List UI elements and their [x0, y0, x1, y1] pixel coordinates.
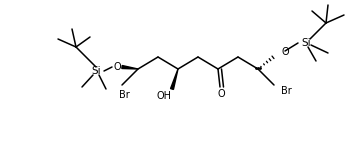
- Text: Si: Si: [91, 66, 101, 76]
- Text: O: O: [218, 89, 225, 99]
- Text: Si: Si: [301, 38, 311, 48]
- Text: Br: Br: [280, 86, 291, 96]
- Polygon shape: [170, 69, 178, 89]
- Text: O: O: [282, 47, 290, 57]
- Text: Br: Br: [119, 90, 129, 100]
- Polygon shape: [122, 66, 138, 69]
- Text: OH: OH: [157, 91, 171, 101]
- Text: O: O: [113, 62, 121, 72]
